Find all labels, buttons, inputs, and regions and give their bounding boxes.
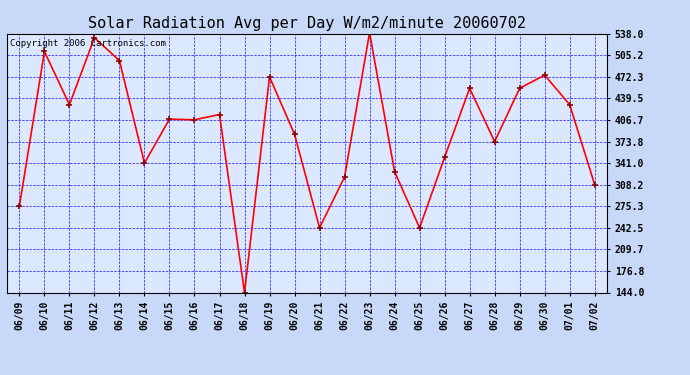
Title: Solar Radiation Avg per Day W/m2/minute 20060702: Solar Radiation Avg per Day W/m2/minute …: [88, 16, 526, 31]
Text: Copyright 2006 Cartronics.com: Copyright 2006 Cartronics.com: [10, 39, 166, 48]
